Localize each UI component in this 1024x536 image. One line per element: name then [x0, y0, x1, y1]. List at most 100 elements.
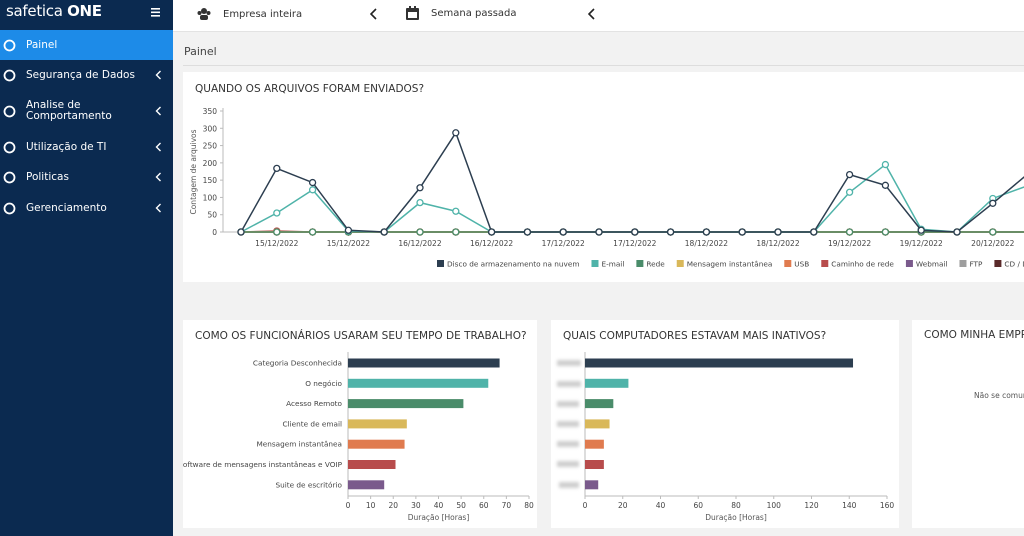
point [881, 160, 890, 169]
x-tick-label: 20 [618, 501, 628, 510]
legend-label: Caminho de rede [831, 260, 894, 269]
point [631, 228, 639, 236]
scope-select[interactable]: Empresa inteira [223, 9, 303, 20]
menu-item[interactable]: Segurança de Dados [0, 60, 173, 90]
divider [183, 65, 1024, 66]
point [774, 228, 782, 236]
legend-label: Mensagem instantânea [687, 260, 773, 269]
point [989, 228, 997, 236]
bar [585, 378, 629, 388]
point [595, 228, 603, 236]
y-tick-label: Acesso Remoto [286, 399, 342, 408]
x-tick-label: 80 [524, 501, 534, 510]
y-tick-label: 100 [203, 193, 218, 202]
x-tick-label: 60 [479, 501, 489, 510]
logo: safetica ONE [6, 2, 102, 20]
chart-title: QUAIS COMPUTADORES ESTAVAM MAIS INATIVOS… [563, 330, 826, 342]
period-select[interactable]: Semana passada [431, 8, 517, 19]
menu-label: Painel [26, 38, 58, 51]
bar [585, 439, 604, 449]
point [738, 228, 746, 236]
x-tick-label: 60 [693, 501, 703, 510]
menu-item[interactable]: Analise de Comportamento [0, 91, 173, 131]
menu-icon [3, 141, 16, 154]
point [416, 198, 424, 207]
point [416, 184, 424, 192]
legend-swatch [994, 260, 1002, 267]
bar [585, 358, 854, 368]
x-tick-label: 16/12/2022 [470, 239, 513, 248]
point [917, 226, 925, 234]
bar [585, 419, 610, 429]
x-tick-label: 100 [767, 501, 782, 510]
x-tick-label: 15/12/2022 [327, 239, 370, 248]
point [452, 228, 460, 236]
legend-swatch [821, 260, 829, 267]
point [452, 129, 460, 137]
menu-item[interactable]: Utilização de TI [0, 132, 173, 162]
y-tick-label: 150 [203, 176, 218, 185]
point [881, 228, 890, 236]
bar [585, 480, 599, 490]
y-tick-label: Software de mensagens instantâneas e VOI… [183, 460, 343, 469]
logo-brand: safetica [6, 2, 63, 20]
x-tick-label: 16/12/2022 [398, 239, 441, 248]
legend-swatch [437, 260, 444, 267]
x-tick-label: 0 [346, 501, 351, 510]
point [273, 209, 281, 217]
x-tick-label: 17/12/2022 [542, 239, 585, 248]
point [487, 228, 496, 236]
bar [348, 419, 407, 429]
menu-label: Gerenciamento [26, 201, 107, 214]
x-tick-label: 0 [583, 501, 588, 510]
menu-icon [3, 202, 16, 215]
point [308, 186, 317, 194]
legend-label: Webmail [916, 260, 948, 269]
chevron[interactable] [588, 8, 596, 20]
legend-swatch [676, 260, 684, 267]
chevron[interactable] [370, 8, 378, 20]
point [273, 228, 281, 236]
bar-chart: QUAIS COMPUTADORES ESTAVAM MAIS INATIVOS… [557, 330, 894, 522]
legend-label: USB [794, 260, 809, 269]
y-tick-label: 0 [212, 228, 217, 237]
empty-message: Não se comuni [974, 391, 1024, 400]
point [989, 199, 997, 207]
x-axis-label: Duração [Horas] [408, 513, 470, 522]
legend-label: FTP [969, 260, 983, 269]
series-line [240, 131, 1024, 233]
menu-label: Analise de Comportamento [26, 99, 112, 122]
point [308, 178, 317, 187]
bar [348, 358, 500, 368]
bar [585, 460, 604, 469]
bar [348, 378, 489, 388]
y-tick-label: Mensagem instantânea [256, 440, 342, 449]
line-chart: QUANDO OS ARQUIVOS FORAM ENVIADOS? Contag… [189, 83, 1024, 269]
point [881, 181, 890, 189]
menu-item[interactable]: Painel [0, 30, 173, 60]
point [845, 188, 854, 196]
menu-icon [3, 39, 16, 52]
point [559, 228, 567, 236]
chevron [155, 106, 161, 116]
legend-label: Disco de armazenamento na nuvem [447, 260, 579, 269]
menu-item[interactable]: Gerenciamento [0, 193, 173, 223]
calendar-icon [406, 6, 419, 20]
x-tick-label: 17/12/2022 [613, 239, 656, 248]
bar-card: COMO OS FUNCIONÁRIOS USARAM SEU TEMPO DE… [183, 320, 537, 528]
menu-toggle[interactable] [151, 8, 161, 17]
point [523, 228, 532, 236]
menu-item[interactable]: Politicas [0, 162, 173, 192]
x-tick-label: 19/12/2022 [828, 239, 871, 248]
bar-card: QUAIS COMPUTADORES ESTAVAM MAIS INATIVOS… [551, 320, 899, 528]
chevron [155, 142, 161, 152]
menu-label: Segurança de Dados [26, 68, 135, 81]
series-line [240, 163, 1024, 233]
point [237, 228, 245, 236]
menu-icon [3, 69, 16, 82]
point [273, 164, 281, 173]
y-tick-label: Cliente de email [283, 419, 343, 428]
menu-label: Politicas [26, 170, 69, 183]
x-tick-label: 120 [804, 501, 819, 510]
line-card: QUANDO OS ARQUIVOS FORAM ENVIADOS? Contag… [183, 72, 1024, 282]
